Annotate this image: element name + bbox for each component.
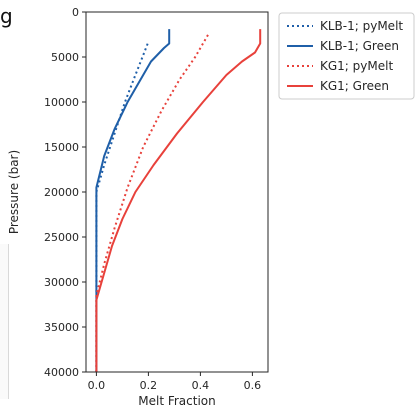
series-line-3	[95, 33, 210, 372]
y-tick-label: 15000	[44, 141, 79, 154]
series-line-1	[95, 41, 150, 372]
x-tick-label: 0.4	[192, 379, 210, 392]
x-tick-label: 0.0	[88, 379, 106, 392]
series-line-2	[95, 29, 171, 372]
adjacent-panel-edge	[0, 244, 9, 399]
series-line-4	[95, 29, 262, 372]
y-tick-label: 5000	[51, 51, 79, 64]
y-tick-label: 35000	[44, 321, 79, 334]
legend-label: KLB-1; pyMelt	[320, 19, 403, 33]
y-tick-label: 10000	[44, 96, 79, 109]
y-tick-label: 40000	[44, 366, 79, 379]
plot-frame	[85, 11, 269, 373]
x-tick-label: 0.2	[140, 379, 158, 392]
legend-box	[278, 12, 415, 100]
x-tick-label: 0.6	[244, 379, 262, 392]
y-tick-label: 30000	[44, 276, 79, 289]
y-tick-label: 20000	[44, 186, 79, 199]
y-tick-label: 25000	[44, 231, 79, 244]
legend-label: KG1; Green	[320, 79, 389, 93]
legend-label: KLB-1; Green	[320, 39, 399, 53]
legend: KLB-1; pyMelt KLB-1; Green KG1; pyMelt KG1;…	[278, 12, 415, 100]
legend-label: KG1; pyMelt	[320, 59, 393, 73]
x-axis-label: Melt Fraction	[138, 394, 216, 408]
y-axis-label: Pressure (bar)	[7, 150, 21, 234]
y-tick-label: 0	[72, 6, 79, 19]
stray-heading-fragment: g	[0, 4, 13, 28]
